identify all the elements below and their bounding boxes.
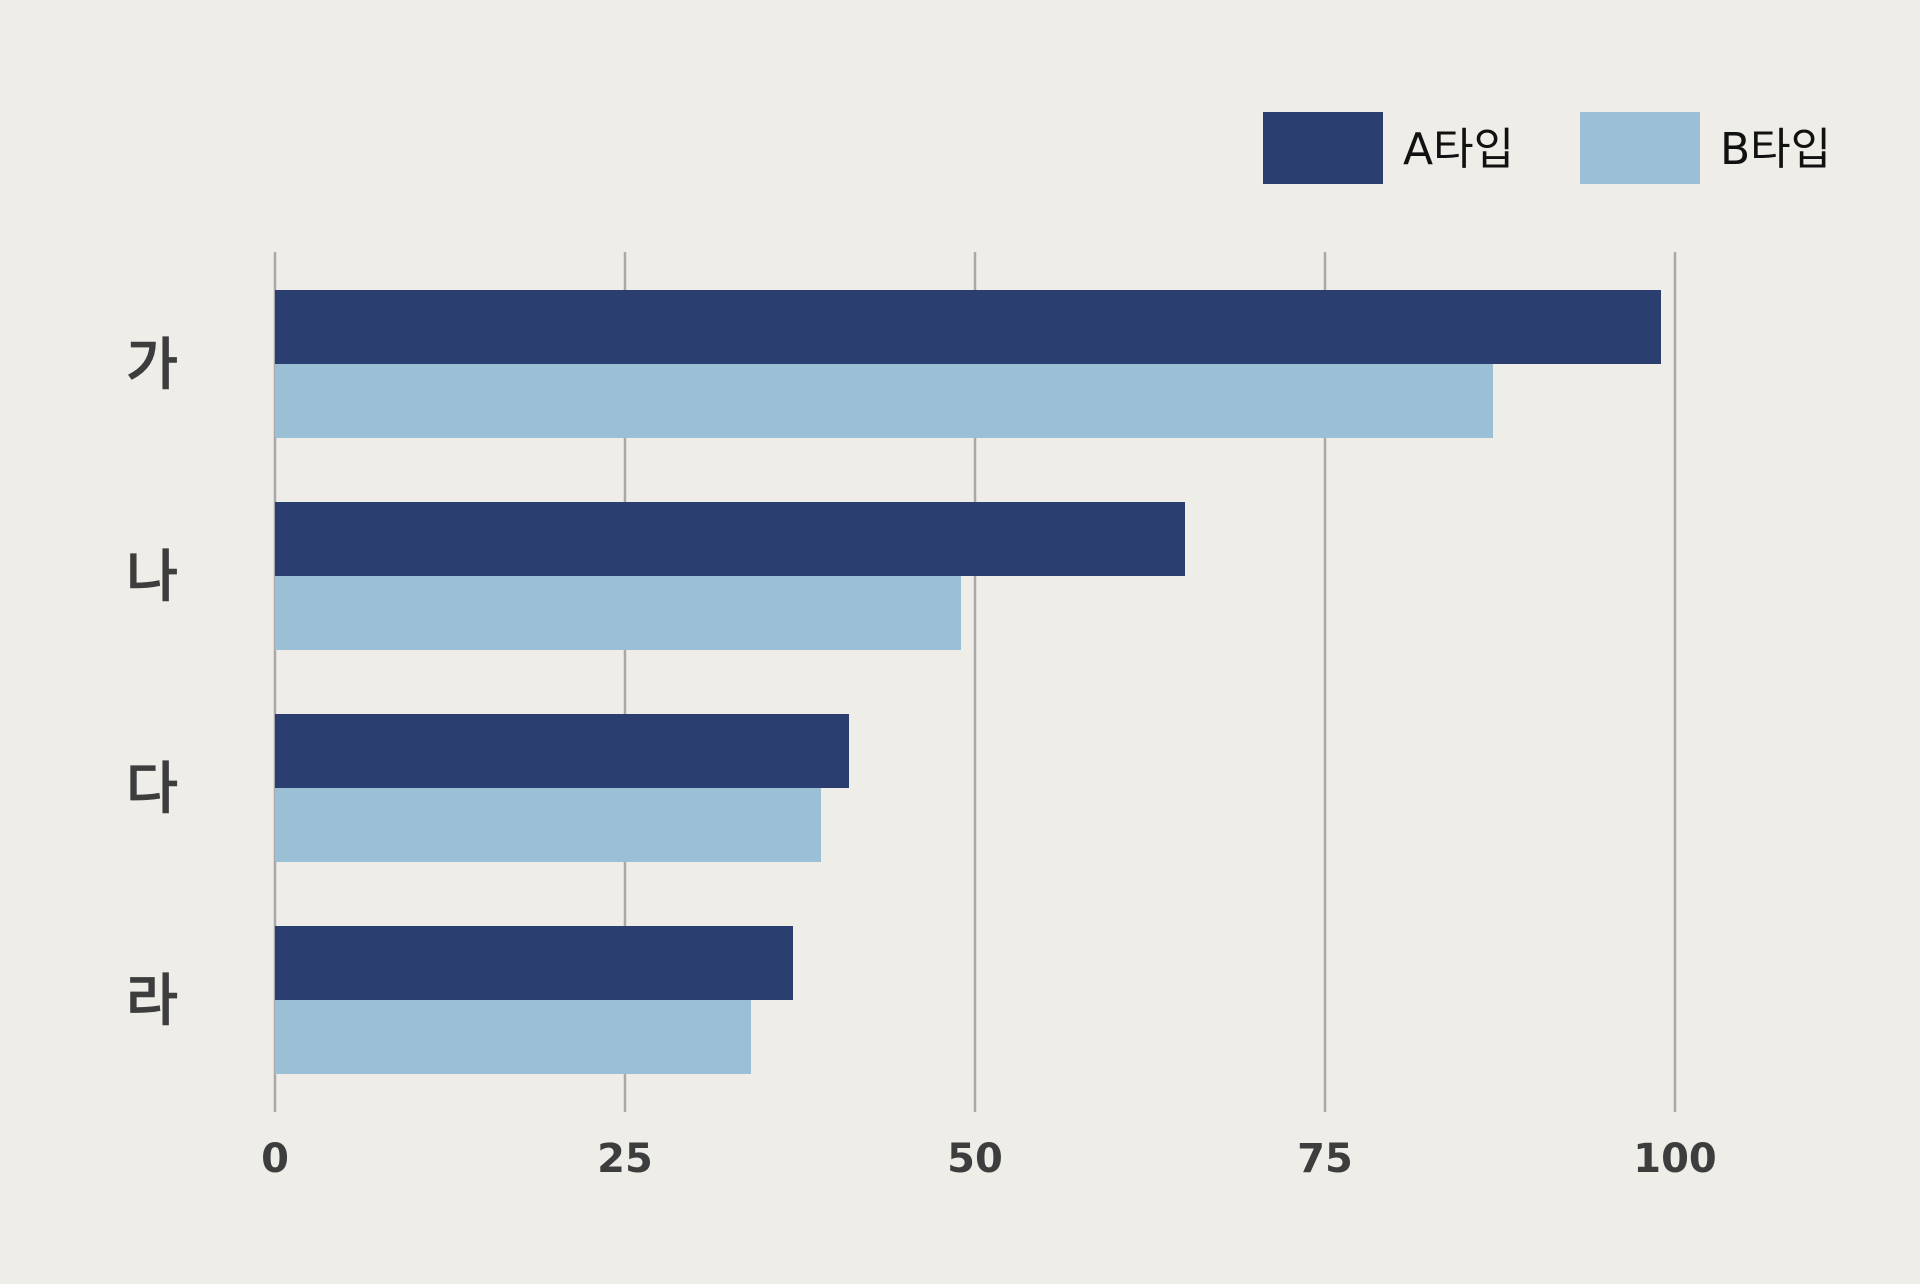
category-label: 다: [126, 757, 178, 822]
legend-label: B타입: [1720, 124, 1831, 175]
x-tick-label: 75: [1297, 1136, 1353, 1182]
legend-swatch-b: [1580, 112, 1700, 184]
bar-a-3: [275, 926, 793, 1000]
category-label: 라: [126, 969, 178, 1034]
category-label: 가: [126, 333, 178, 398]
bar-a-1: [275, 502, 1185, 576]
legend-label: A타입: [1403, 124, 1514, 175]
bar-b-2: [275, 788, 821, 862]
legend: A타입 B타입: [1263, 112, 1831, 184]
bar-b-3: [275, 1000, 751, 1074]
x-tick-label: 25: [597, 1136, 653, 1182]
bar-a-2: [275, 714, 849, 788]
bar-b-0: [275, 364, 1493, 438]
bar-a-0: [275, 290, 1661, 364]
x-tick-label: 0: [261, 1136, 289, 1182]
bar-b-1: [275, 576, 961, 650]
x-tick-label: 50: [947, 1136, 1003, 1182]
legend-swatch-a: [1263, 112, 1383, 184]
bars-layer: [275, 290, 1661, 1074]
x-tick-label: 100: [1633, 1136, 1717, 1182]
category-label: 나: [126, 545, 178, 610]
